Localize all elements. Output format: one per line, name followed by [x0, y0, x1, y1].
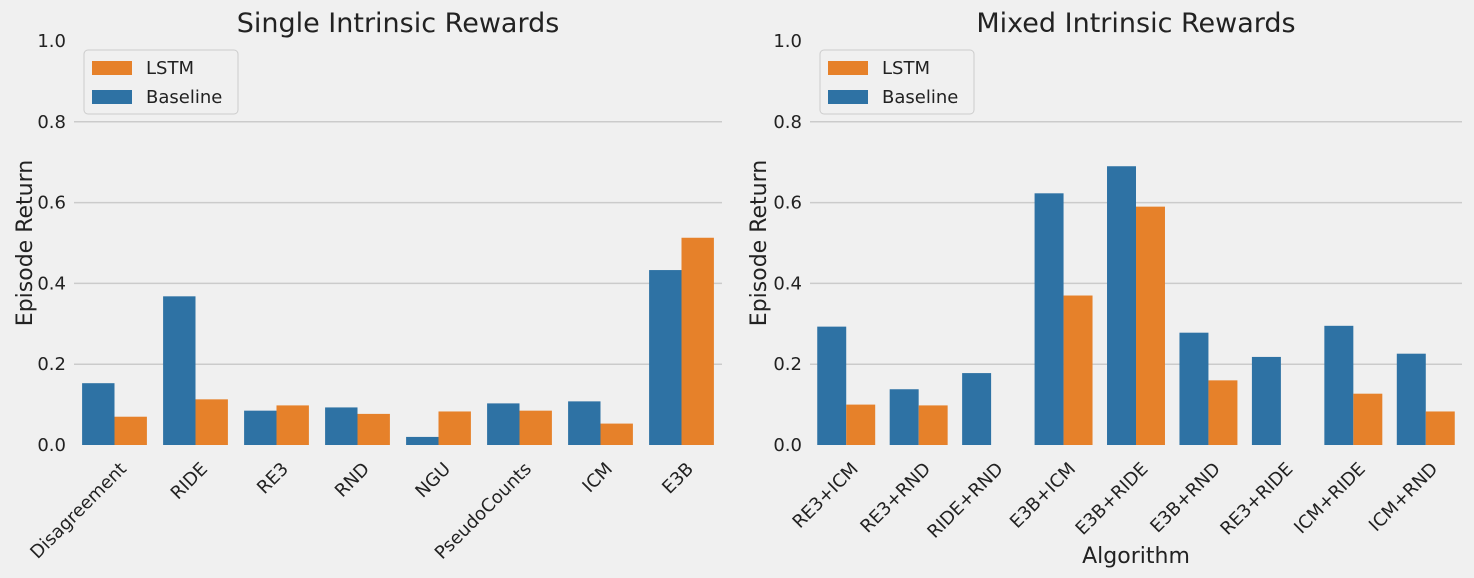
- legend-label-baseline: Baseline: [882, 87, 958, 108]
- legend: LSTM Baseline: [83, 49, 239, 115]
- bar-baseline-ride: [163, 296, 196, 445]
- x-tick-label: NGU: [411, 459, 455, 503]
- y-tick-label: 0.2: [37, 354, 66, 375]
- y-tick-label: 0.8: [773, 112, 802, 133]
- bar-baseline-re3-ride: [1251, 356, 1281, 445]
- x-tick-label: RE3+RND: [856, 459, 935, 538]
- bar-lstm-pseudocounts: [519, 410, 552, 445]
- x-tick-label: RE3+RIDE: [1216, 459, 1297, 540]
- bar-baseline-re3-rnd: [889, 389, 919, 445]
- y-tick-label: 1.0: [773, 31, 802, 52]
- bar-baseline-icm-rnd: [1396, 353, 1426, 445]
- chart-title: Mixed Intrinsic Rewards: [976, 8, 1295, 39]
- legend-swatch-baseline: [92, 90, 132, 104]
- legend-swatch-baseline: [828, 90, 868, 104]
- legend-swatch-lstm: [828, 61, 868, 75]
- y-tick-label: 0.2: [773, 354, 802, 375]
- bar-lstm-ride: [195, 399, 228, 445]
- bar-baseline-ride-rnd: [962, 373, 992, 445]
- bar-lstm-re3: [276, 405, 309, 445]
- y-axis-label: Episode Return: [747, 160, 772, 326]
- x-axis-label: Algorithm: [1082, 544, 1190, 569]
- legend-label-baseline: Baseline: [146, 87, 222, 108]
- bar-lstm-e3b-rnd: [1208, 380, 1238, 445]
- bar-baseline-ngu: [406, 436, 439, 445]
- bar-baseline-disagreement: [82, 383, 115, 445]
- bar-lstm-re3-icm: [846, 404, 876, 445]
- y-tick-label: 0.4: [773, 273, 802, 294]
- x-tick-label: RE3+ICM: [789, 459, 863, 533]
- x-tick-label: ICM+RND: [1365, 459, 1442, 536]
- y-axis-label: Episode Return: [13, 160, 38, 326]
- bar-baseline-rnd: [325, 407, 358, 445]
- legend-swatch-lstm: [92, 61, 132, 75]
- y-tick-label: 0.8: [37, 112, 66, 133]
- x-tick-label: RIDE: [167, 459, 212, 504]
- x-tick-label: ICM: [578, 459, 616, 497]
- y-tick-label: 0.6: [773, 193, 802, 214]
- bar-lstm-e3b-ride: [1136, 206, 1165, 445]
- bar-baseline-e3b-rnd: [1179, 332, 1209, 445]
- bar-lstm-icm-rnd: [1425, 411, 1455, 445]
- x-tick-label: Disagreement: [26, 459, 131, 564]
- x-tick-label: E3B+RND: [1146, 459, 1225, 538]
- bar-baseline-icm-ride: [1324, 325, 1354, 445]
- bar-lstm-rnd: [357, 413, 390, 445]
- legend: LSTM Baseline: [819, 49, 975, 115]
- y-tick-label: 0.0: [773, 435, 802, 456]
- bar-baseline-re3-icm: [817, 326, 847, 445]
- x-tick-label: RIDE+RND: [923, 459, 1007, 543]
- bar-baseline-e3b-ride: [1107, 166, 1136, 446]
- chart-2: 0.0 0.2 0.4 0.6 0.8 1.0 RE3+ICMRE3+RNDRIDE+RND…: [747, 8, 1462, 569]
- bar-lstm-e3b: [681, 237, 714, 445]
- legend-label-lstm: LSTM: [882, 58, 930, 79]
- x-tick-label: E3B: [658, 459, 698, 499]
- x-tick-label: E3B+RIDE: [1072, 459, 1153, 540]
- y-tick-label: 1.0: [37, 31, 66, 52]
- chart-title: Single Intrinsic Rewards: [237, 8, 560, 39]
- bar-lstm-re3-rnd: [918, 405, 948, 445]
- chart-1: 0.0 0.2 0.4 0.6 0.8 1.0 Disagreement RIDE RE3 RND…: [13, 8, 722, 564]
- bar-baseline-re3: [244, 410, 277, 445]
- bar-baseline-e3b-icm: [1034, 193, 1064, 445]
- bar-baseline-pseudocounts: [487, 403, 520, 445]
- bar-lstm-ngu: [438, 411, 471, 445]
- bar-lstm-e3b-icm: [1063, 295, 1093, 445]
- bar-baseline-e3b: [649, 270, 682, 445]
- bar-lstm-icm-ride: [1353, 393, 1383, 445]
- y-tick-label: 0.6: [37, 193, 66, 214]
- legend-label-lstm: LSTM: [146, 58, 194, 79]
- bar-lstm-icm: [600, 423, 633, 445]
- x-tick-label: E3B+ICM: [1006, 459, 1080, 533]
- bar-baseline-icm: [568, 401, 601, 445]
- y-tick-label: 0.4: [37, 273, 66, 294]
- x-tick-label: RE3: [253, 459, 293, 499]
- bar-lstm-disagreement: [114, 416, 147, 445]
- x-tick-label: RND: [331, 459, 374, 502]
- y-tick-label: 0.0: [37, 435, 66, 456]
- x-tick-label: ICM+RIDE: [1290, 459, 1370, 539]
